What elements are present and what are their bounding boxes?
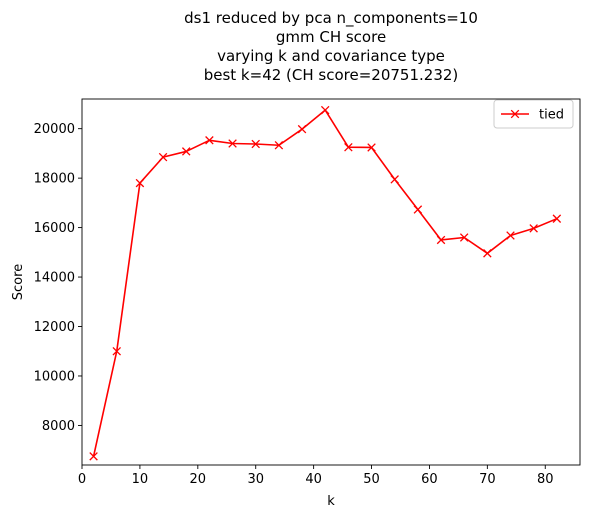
data-point	[390, 175, 399, 184]
data-point	[205, 136, 214, 145]
title-line: varying k and covariance type	[217, 47, 445, 65]
x-tick-label: 30	[247, 472, 264, 487]
legend-label: tied	[539, 108, 564, 123]
data-point	[459, 233, 469, 242]
legend-box	[493, 99, 574, 129]
data-point	[552, 214, 562, 223]
x-tick-label: 0	[78, 472, 86, 487]
y-tick-label: 16000	[34, 221, 75, 236]
x-tick-label: 60	[421, 472, 438, 487]
legend-marker	[510, 109, 520, 119]
data-point	[506, 231, 515, 240]
data-point	[89, 452, 98, 461]
series-layer	[89, 105, 562, 461]
data-point	[297, 124, 307, 134]
data-point	[436, 235, 446, 245]
data-point	[112, 346, 122, 356]
y-tick-label: 18000	[34, 172, 75, 187]
y-tick-label: 14000	[34, 271, 75, 286]
legend: tied	[493, 99, 574, 129]
data-point	[251, 139, 260, 149]
data-point	[158, 152, 168, 162]
x-tick-label: 20	[190, 472, 207, 487]
data-point	[181, 147, 191, 156]
data-point	[367, 143, 376, 152]
x-tick-label: 10	[132, 472, 149, 487]
x-tick-label: 50	[363, 472, 380, 487]
series-line-tied	[92, 109, 558, 457]
title-line: best k=42 (CH score=20751.232)	[204, 66, 459, 84]
y-tick-label: 10000	[34, 369, 75, 384]
data-point	[320, 105, 330, 115]
y-tick-label: 8000	[42, 419, 75, 434]
data-point	[274, 140, 284, 150]
x-tick-label: 80	[537, 472, 554, 487]
title-line: ds1 reduced by pca n_components=10	[184, 9, 478, 28]
data-point	[344, 142, 353, 152]
data-point	[413, 205, 423, 214]
title-line: gmm CH score	[276, 28, 386, 46]
x-tick-label: 70	[479, 472, 496, 487]
data-point	[529, 224, 538, 233]
y-tick-label: 12000	[34, 320, 75, 335]
data-point	[228, 139, 237, 148]
plot-area	[81, 98, 581, 466]
y-axis: 8000 10000 12000 14000 16000 18000 20000	[34, 122, 82, 434]
y-axis-label: Score	[11, 264, 26, 300]
x-tick-label: 40	[305, 472, 322, 487]
y-tick-label: 20000	[34, 122, 75, 137]
data-point	[135, 178, 145, 188]
data-point	[483, 249, 492, 258]
x-axis-label: k	[327, 494, 335, 509]
x-axis: 0 10 20 30 40 50 60 70 80	[78, 465, 554, 487]
axes-frame	[81, 98, 581, 466]
